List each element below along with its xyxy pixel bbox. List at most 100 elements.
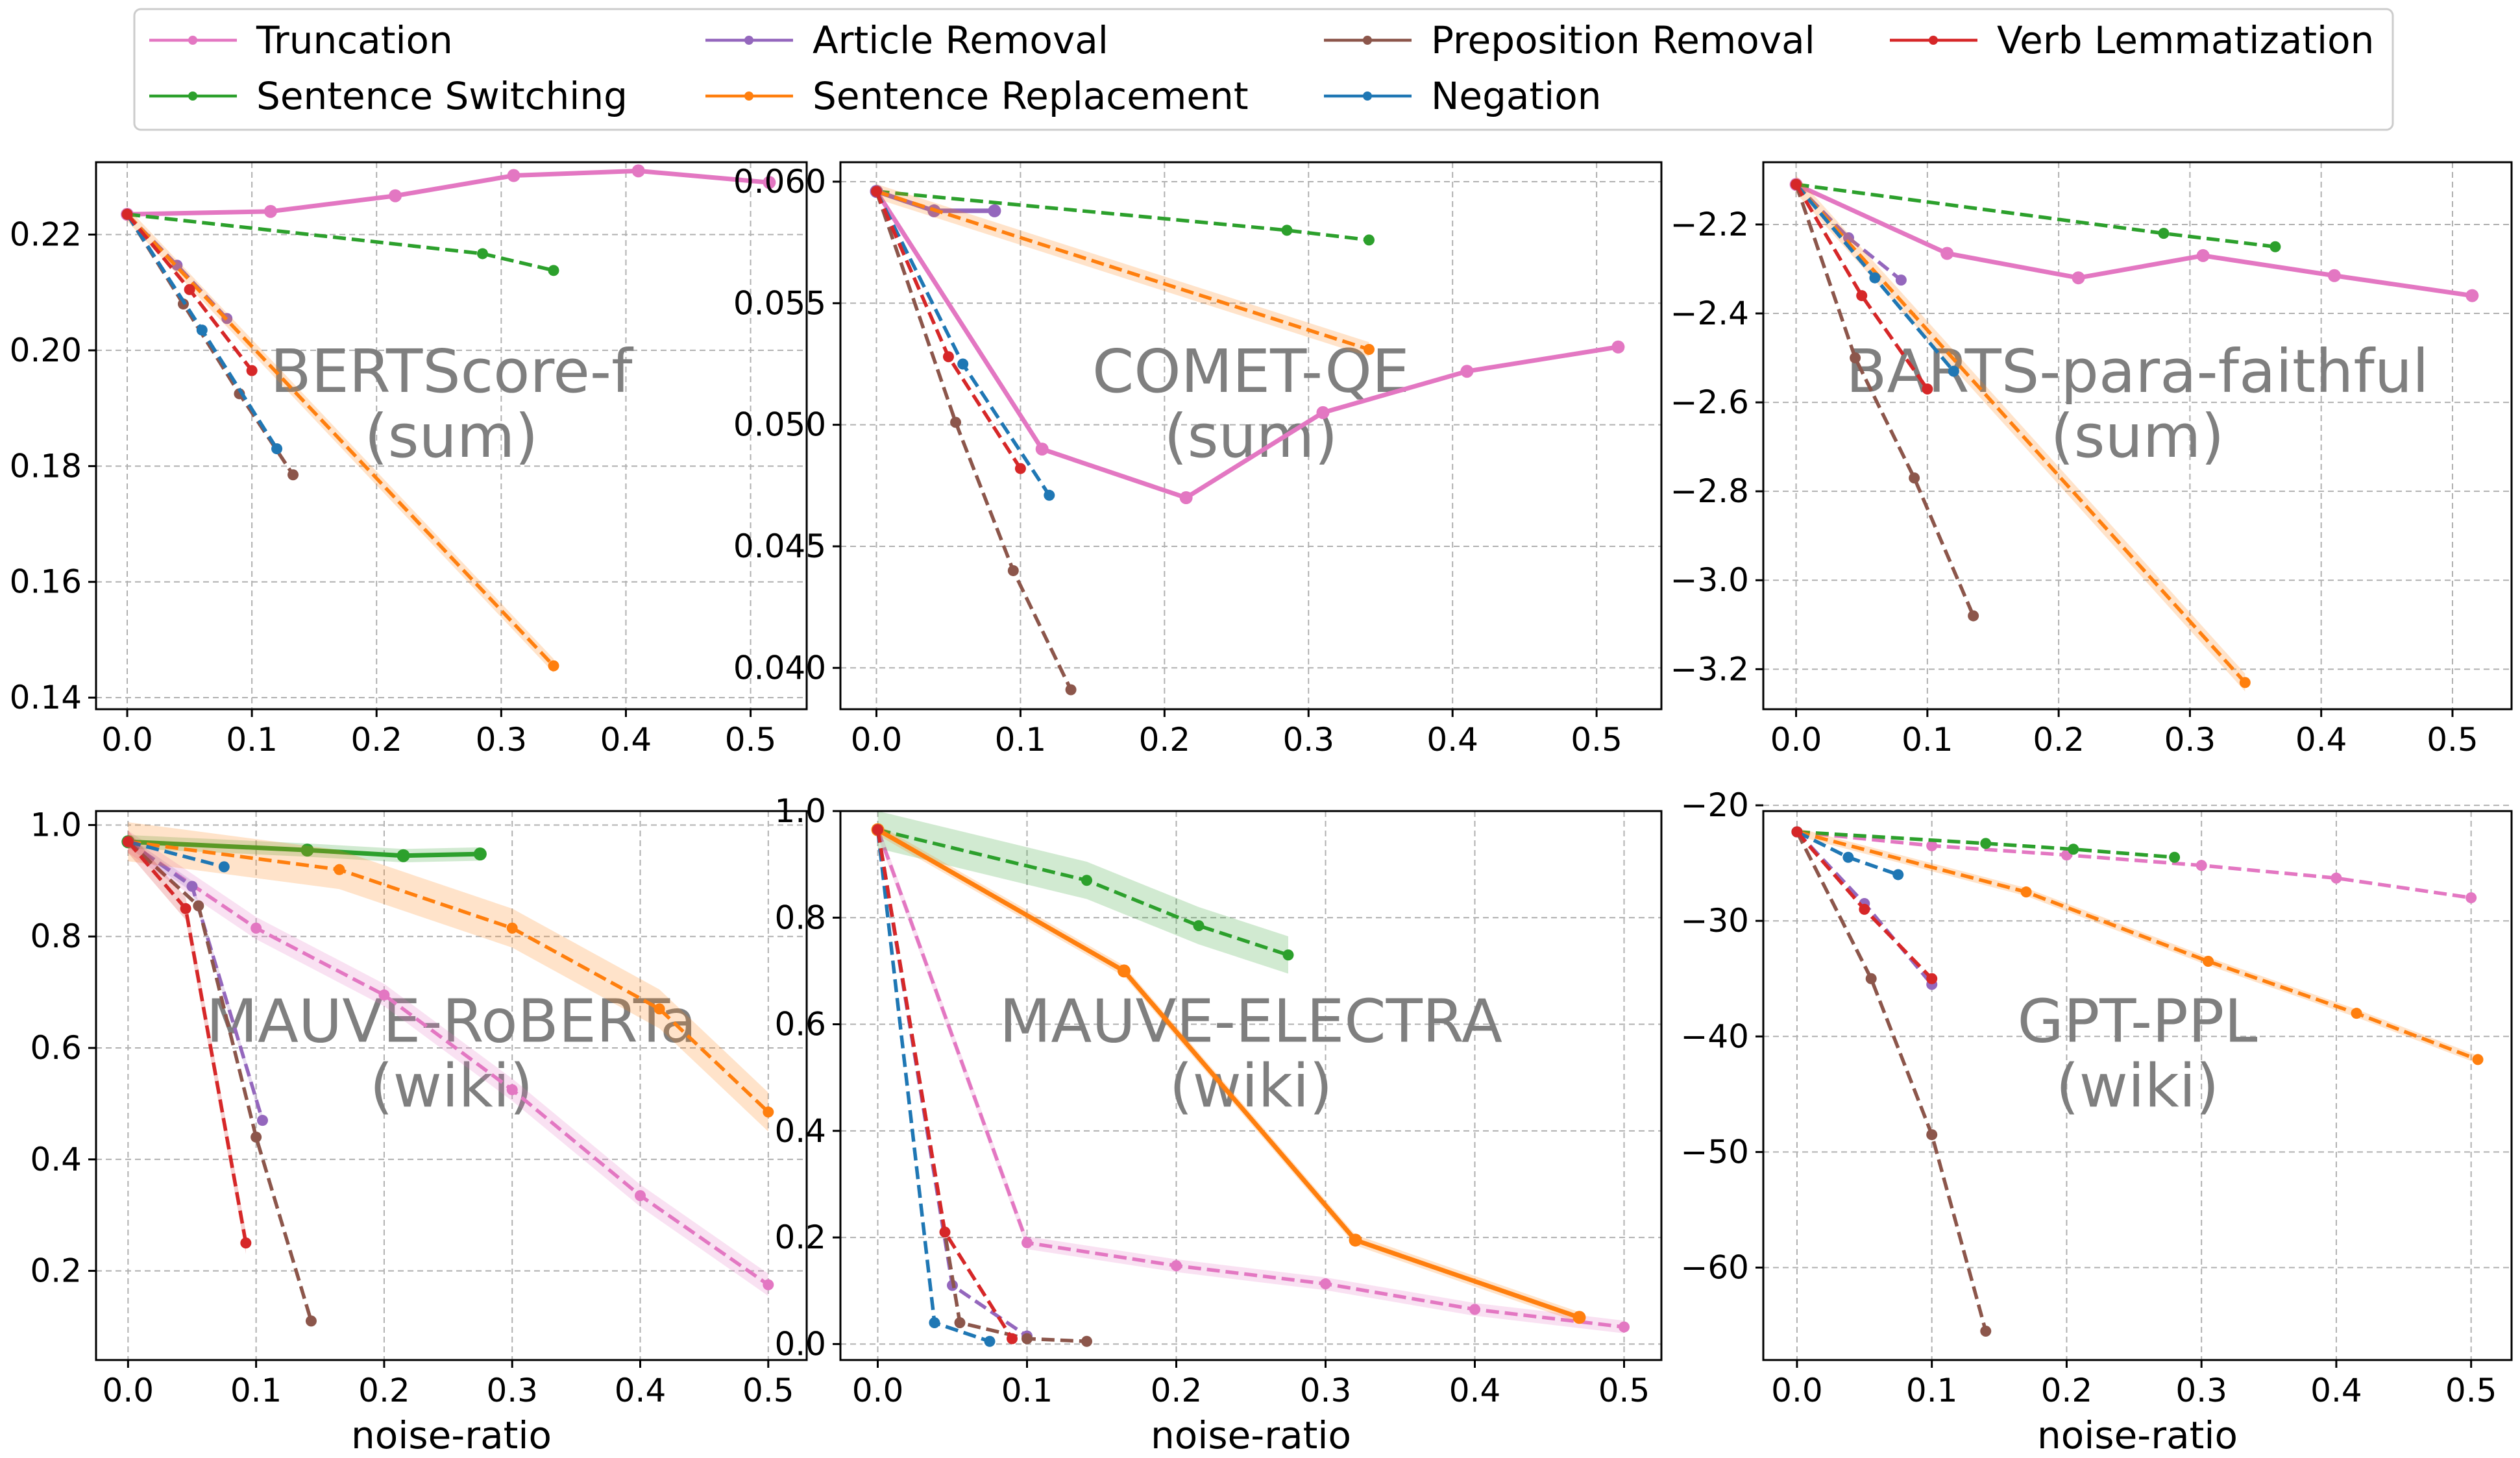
data-point [1316,406,1330,419]
x-tick-label: 0.0 [101,721,153,759]
y-tick-label: 1.0 [774,792,826,830]
data-point [1865,973,1877,984]
grid [1763,805,2512,1360]
data-point [122,836,134,847]
panel-bertscore-f: BERTScore-f(sum) 0.0 0.1 0.2 0.3 0.4 0.5 0.14 0.… [10,161,808,759]
panel-mauve-electra: MAUVE-ELECTRA(wiki) 0.0 0.1 0.2 0.3 0.4 0.5 0.0… [774,792,1663,1457]
data-point [1171,1260,1182,1272]
data-point [2351,1008,2362,1019]
data-point [950,417,962,428]
axes-frame [95,810,808,1361]
legend-item-negation: Negation [1324,74,1602,118]
series-verb-lemmatization [870,186,1026,474]
series-preposition-removal [122,836,317,1327]
x-tick-label: 0.2 [358,1372,410,1409]
data-point [1948,365,1959,377]
data-point [1859,903,1870,915]
x-tick-label: 0.1 [1001,1372,1053,1409]
legend: Truncation Sentence Switching Article Remo… [133,8,2394,131]
data-point [263,204,277,218]
panel-barts-para-faithful: BARTS-para-faithful(sum) 0.0 0.1 0.2 0.3 0.4 0… [1670,161,2513,759]
data-point [988,204,1001,217]
series-line [875,829,1087,1343]
y-tick-label: −50 [1680,1133,1749,1171]
data-point [477,248,489,260]
data-point [1179,491,1193,505]
series-line [874,191,1073,691]
data-point [2465,892,2477,904]
data-point [305,1315,317,1327]
data-point [2327,269,2341,282]
data-point [1193,920,1205,932]
x-tick-label: 0.1 [1906,1372,1958,1409]
series-verb-lemmatization [872,824,1018,1344]
series-line [875,829,990,1343]
data-point [2269,241,2281,252]
series-line [127,840,248,1244]
data-point [1842,232,1854,244]
data-point [939,1226,951,1238]
legend-label: Truncation [256,18,453,62]
data-point [1926,973,1938,984]
data-point [256,1115,268,1126]
data-point [1021,1237,1033,1248]
y-tick-label: 0.4 [774,1112,826,1150]
series-line [875,829,1624,1329]
x-tick-label: 0.3 [1300,1372,1352,1409]
data-point [942,351,954,363]
legend-marker [1929,36,1938,45]
x-tick-label: 0.0 [851,721,903,759]
panel-gpt-ppl: GPT-PPL(wiki) 0.0 0.1 0.2 0.3 0.4 0.5 −60 −50 −40… [1680,786,2513,1457]
y-tick-label: 0.4 [30,1141,82,1178]
series-sentence-switching [121,208,559,276]
data-point [1922,383,1933,395]
series-line [127,840,225,869]
x-tick-label: 0.5 [725,721,777,759]
y-tick-label: 0.6 [774,1006,826,1043]
data-point [389,189,402,202]
x-axis-label: noise-ratio [1151,1413,1351,1457]
data-point [334,864,345,875]
data-point [1007,565,1019,576]
data-point [1021,1333,1033,1344]
series-line [1795,182,2473,298]
x-tick-label: 0.4 [615,1372,667,1409]
data-point [763,1279,774,1291]
data-point [1980,1325,1992,1337]
data-point [397,849,410,862]
panel-title-line1: GPT-PPL [2018,986,2258,1056]
x-tick-label: 0.3 [476,721,528,759]
series-line [128,839,480,858]
series-line [1796,830,2472,900]
grid [96,162,807,709]
grid [840,810,1661,1360]
panel-title-line2: (sum) [1164,402,1338,471]
y-tick-label: 0.8 [30,917,82,955]
confidence-band [876,184,1369,357]
series-verb-lemmatization [1791,178,1933,395]
panel-title-line2: (sum) [2051,402,2225,471]
panel-title-line2: (sum) [365,402,539,471]
x-tick-label: 0.3 [1283,721,1335,759]
confidence-band [877,811,1288,974]
legend-item-truncation: Truncation [149,18,453,62]
x-tick-label: 0.5 [742,1372,794,1409]
y-tick-label: −40 [1680,1017,1749,1055]
x-tick-label: 0.2 [350,721,402,759]
data-point [1363,234,1375,246]
data-point [635,1190,646,1202]
confidence-band [128,831,768,1296]
series-negation [121,208,283,455]
series-line [127,840,770,1287]
data-point [1791,826,1803,838]
x-tick-label: 0.0 [1770,721,1822,759]
legend-item-verb-lemmatization: Verb Lemmatization [1890,18,2374,62]
data-point [251,922,262,934]
data-point [378,989,390,1001]
data-point [193,900,204,912]
data-point [548,265,559,276]
series-line [876,189,1369,242]
x-tick-label: 0.4 [2295,721,2347,759]
legend-label: Sentence Replacement [813,74,1249,118]
legend-item-article-removal: Article Removal [705,18,1108,62]
